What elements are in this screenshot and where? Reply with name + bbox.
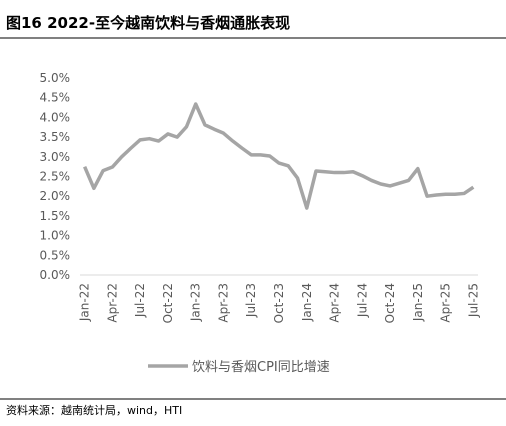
x-tick-label: Jul-24 xyxy=(355,283,369,318)
x-tick-label: Jul-23 xyxy=(244,283,258,318)
x-tick-label: Oct-23 xyxy=(272,283,286,323)
y-tick-label: 5.0% xyxy=(40,71,71,85)
source: 资料来源：越南统计局，wind，HTI xyxy=(6,403,182,417)
x-tick-label: Apr-23 xyxy=(216,283,230,323)
y-tick-label: 1.0% xyxy=(40,229,71,243)
chart-title: 图16 2022-至今越南饮料与香烟通胀表现 xyxy=(6,14,290,32)
y-tick-label: 4.0% xyxy=(40,110,71,124)
y-tick-label: 0.0% xyxy=(40,268,71,282)
legend-label: 饮料与香烟CPI同比增速 xyxy=(192,360,330,375)
x-tick-label: Jan-24 xyxy=(300,283,314,322)
data-line xyxy=(83,102,475,210)
x-tick-label: Jul-25 xyxy=(466,283,480,318)
x-tick-label: Jul-22 xyxy=(133,283,147,318)
y-tick-label: 4.5% xyxy=(40,91,71,105)
y-tick-label: 1.5% xyxy=(40,209,71,223)
x-tick-label: Apr-22 xyxy=(105,283,119,323)
x-tick-label: Jan-22 xyxy=(78,283,92,322)
y-tick-label: 3.0% xyxy=(40,150,71,164)
y-tick-label: 2.0% xyxy=(40,189,71,203)
x-tick-label: Jan-23 xyxy=(189,283,203,322)
x-tick-label: Oct-24 xyxy=(383,283,397,323)
y-tick-label: 3.5% xyxy=(40,130,71,144)
x-tick-label: Apr-25 xyxy=(439,283,453,323)
y-tick-label: 0.5% xyxy=(40,248,71,262)
x-tick-label: Oct-22 xyxy=(161,283,175,323)
x-tick-label: Jan-25 xyxy=(411,283,425,322)
x-tick-label: Apr-24 xyxy=(328,283,342,323)
y-tick-label: 2.5% xyxy=(40,170,71,184)
